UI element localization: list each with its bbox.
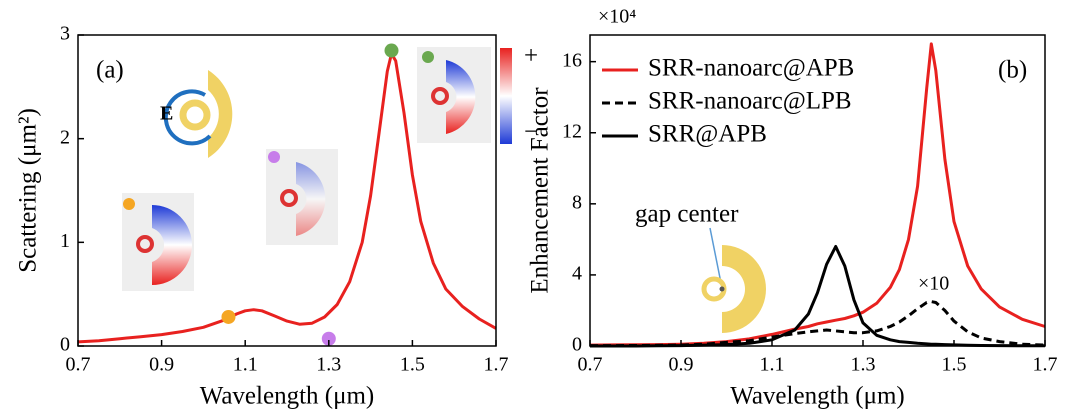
y-tick-label: 16 xyxy=(562,49,582,71)
y-axis-label: Enhancement Factor xyxy=(527,87,554,294)
x-tick-label: 1.3 xyxy=(851,354,876,376)
x-axis-label: Wavelength (μm) xyxy=(730,383,905,410)
y-tick-label: 1 xyxy=(60,230,70,252)
y-tick-label: 2 xyxy=(60,126,70,148)
curve xyxy=(590,245,1045,348)
legend-label: SRR-nanoarc@APB xyxy=(648,55,854,82)
annotation: gap center xyxy=(635,201,739,228)
x-tick-label: 1.7 xyxy=(484,354,509,376)
curve xyxy=(77,52,497,344)
x-tick-label: 1.7 xyxy=(1033,354,1058,376)
y-tick-label: 3 xyxy=(60,23,70,45)
x-tick-label: 0.7 xyxy=(66,354,91,376)
x-tick-label: 0.9 xyxy=(149,354,174,376)
inset-geometry: E xyxy=(160,70,233,158)
panel-label: (b) xyxy=(998,57,1027,84)
y-axis-label: Scattering (μm²) xyxy=(15,108,42,273)
marker xyxy=(321,331,336,346)
x-tick-label: 1.1 xyxy=(233,354,258,376)
y-tick-label: 0 xyxy=(60,334,70,356)
x-tick-label: 1.3 xyxy=(316,354,341,376)
colorbar-label: − xyxy=(524,119,538,146)
marker xyxy=(384,43,399,58)
plot-frame xyxy=(77,34,497,347)
x-tick-label: 0.7 xyxy=(578,354,603,376)
x-tick-label: 1.1 xyxy=(760,354,785,376)
plot-frame xyxy=(589,34,1046,347)
y-tick-label: 4 xyxy=(572,263,582,285)
x-tick-label: 1.5 xyxy=(400,354,425,376)
field-label: E xyxy=(160,103,173,125)
y-tick-label: 0 xyxy=(572,334,582,356)
x-axis-label: Wavelength (μm) xyxy=(200,383,375,410)
x-tick-label: 1.5 xyxy=(942,354,967,376)
field-inset xyxy=(122,47,512,291)
y-tick-label: 12 xyxy=(562,120,582,142)
x-tick-label: 0.9 xyxy=(669,354,694,376)
gap-inset xyxy=(701,227,766,333)
legend-label: SRR@APB xyxy=(648,121,767,148)
multiplier: ×10⁴ xyxy=(598,6,636,28)
colorbar-label: + xyxy=(524,43,538,70)
scale-note: ×10 xyxy=(918,273,949,295)
y-tick-label: 8 xyxy=(572,191,582,213)
marker xyxy=(221,309,236,324)
legend-label: SRR-nanoarc@LPB xyxy=(648,88,852,115)
panel-label: (a) xyxy=(96,57,124,84)
